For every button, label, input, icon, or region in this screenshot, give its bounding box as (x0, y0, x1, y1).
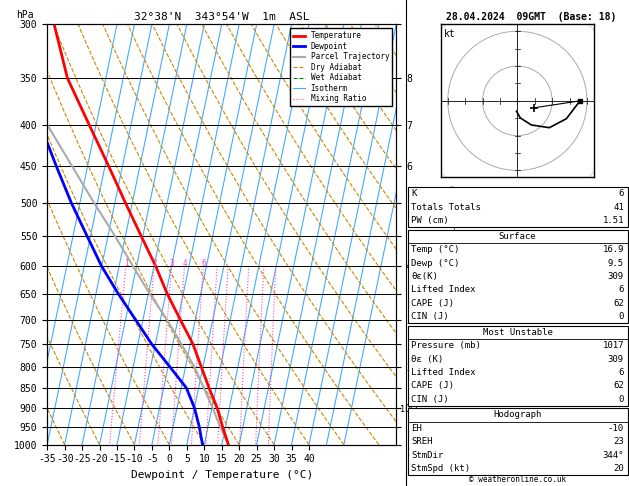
Title: 32°38'N  343°54'W  1m  ASL: 32°38'N 343°54'W 1m ASL (134, 12, 309, 22)
Text: 6: 6 (618, 368, 624, 377)
Text: CAPE (J): CAPE (J) (411, 298, 454, 308)
Text: Totals Totals: Totals Totals (411, 203, 481, 212)
Text: Surface: Surface (499, 232, 537, 241)
Text: 41: 41 (613, 203, 624, 212)
Text: StmDir: StmDir (411, 451, 443, 460)
Text: Dewp (°C): Dewp (°C) (411, 259, 460, 268)
Text: 4: 4 (182, 259, 187, 268)
Text: Pressure (mb): Pressure (mb) (411, 341, 481, 350)
Text: PW (cm): PW (cm) (411, 216, 449, 225)
Text: 16.9: 16.9 (603, 245, 624, 254)
Text: 23: 23 (613, 437, 624, 446)
Text: Temp (°C): Temp (°C) (411, 245, 460, 254)
Text: 6: 6 (201, 259, 206, 268)
Text: 309: 309 (608, 354, 624, 364)
Text: CIN (J): CIN (J) (411, 312, 449, 321)
Text: 1017: 1017 (603, 341, 624, 350)
Text: θε(K): θε(K) (411, 272, 438, 281)
Text: 62: 62 (613, 298, 624, 308)
Text: 1: 1 (124, 259, 128, 268)
Text: CAPE (J): CAPE (J) (411, 381, 454, 390)
Text: 309: 309 (608, 272, 624, 281)
Text: 6: 6 (618, 189, 624, 198)
Text: Most Unstable: Most Unstable (482, 328, 553, 337)
Text: 20: 20 (613, 464, 624, 473)
Text: Mixing Ratio (g/kg): Mixing Ratio (g/kg) (448, 183, 458, 286)
Text: 0: 0 (618, 312, 624, 321)
X-axis label: Dewpoint / Temperature (°C): Dewpoint / Temperature (°C) (131, 470, 313, 480)
Text: 1.51: 1.51 (603, 216, 624, 225)
Text: -10: -10 (608, 424, 624, 433)
Text: 62: 62 (613, 381, 624, 390)
Text: StmSpd (kt): StmSpd (kt) (411, 464, 470, 473)
Legend: Temperature, Dewpoint, Parcel Trajectory, Dry Adiabat, Wet Adiabat, Isotherm, Mi: Temperature, Dewpoint, Parcel Trajectory… (290, 28, 392, 106)
Text: Lifted Index: Lifted Index (411, 368, 476, 377)
Text: kt: kt (444, 29, 455, 39)
Text: 6: 6 (618, 285, 624, 295)
Text: 1LCL: 1LCL (401, 405, 420, 415)
Text: 2: 2 (152, 259, 157, 268)
Text: 344°: 344° (603, 451, 624, 460)
Text: 0: 0 (618, 395, 624, 404)
Text: 28.04.2024  09GMT  (Base: 18): 28.04.2024 09GMT (Base: 18) (447, 12, 616, 22)
Text: K: K (411, 189, 417, 198)
Text: Hodograph: Hodograph (494, 410, 542, 419)
Text: CIN (J): CIN (J) (411, 395, 449, 404)
Text: SREH: SREH (411, 437, 433, 446)
Text: 3: 3 (170, 259, 174, 268)
Text: θε (K): θε (K) (411, 354, 443, 364)
Text: © weatheronline.co.uk: © weatheronline.co.uk (469, 474, 566, 484)
Y-axis label: km
ASL: km ASL (431, 235, 448, 256)
Text: Lifted Index: Lifted Index (411, 285, 476, 295)
Text: hPa: hPa (16, 10, 33, 20)
Text: 9.5: 9.5 (608, 259, 624, 268)
Text: EH: EH (411, 424, 422, 433)
